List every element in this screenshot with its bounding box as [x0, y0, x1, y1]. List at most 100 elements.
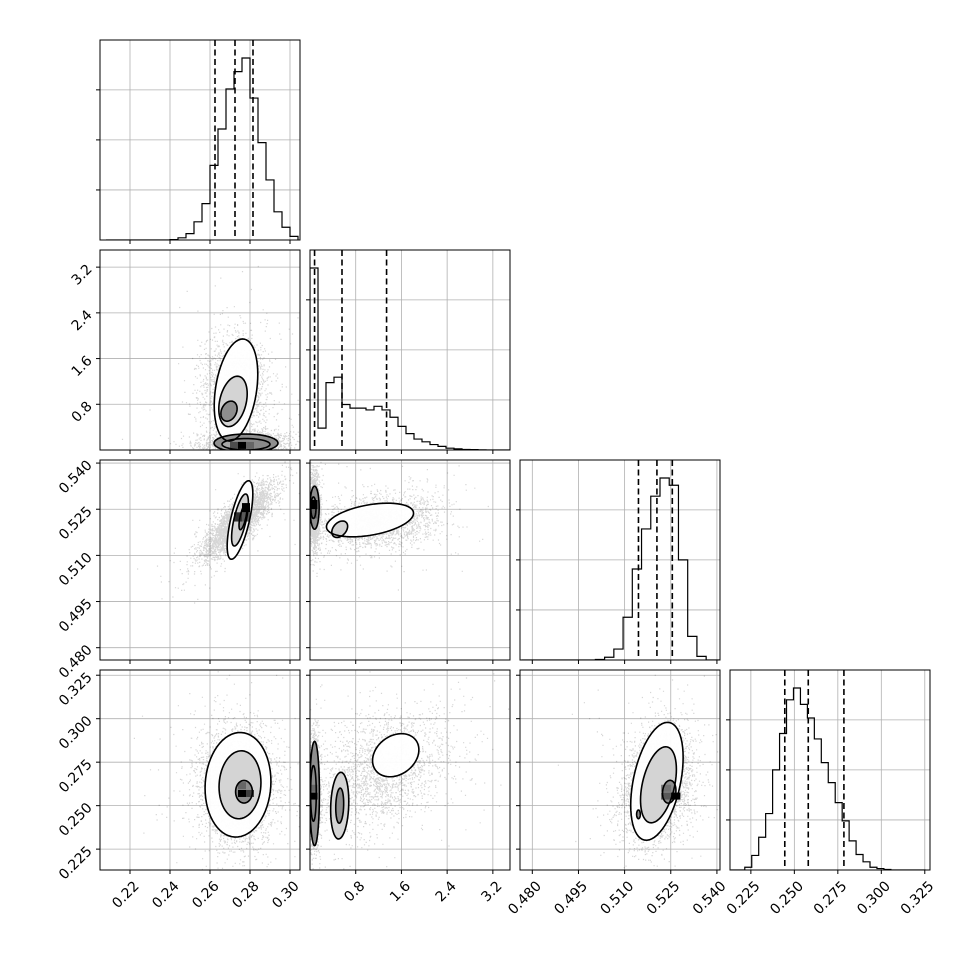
contour-line — [238, 503, 248, 531]
density-cell — [222, 441, 230, 449]
scatter-points — [133, 671, 300, 870]
scatter-points — [121, 265, 300, 450]
contour-line — [310, 496, 317, 520]
histogram-step-line — [521, 477, 720, 660]
pair-frame — [309, 669, 511, 871]
hist-panel-3 — [726, 669, 931, 874]
xtick-label: 0.495 — [551, 878, 591, 918]
ytick-label: 0.495 — [56, 596, 96, 636]
pair-panel-1-3 — [306, 669, 511, 874]
contour-line — [220, 400, 238, 422]
contour-line — [371, 732, 420, 778]
hist-frame — [309, 249, 511, 451]
xtick-label: 0.22 — [109, 878, 142, 911]
xtick-label: 0.510 — [598, 878, 638, 918]
hist-panel-0 — [96, 39, 301, 244]
xtick-label: 0.325 — [898, 878, 938, 918]
ytick-label: 0.250 — [56, 800, 96, 840]
pair-plot-area — [310, 670, 510, 870]
pair-frame — [99, 459, 301, 661]
pair-panel-0-3 — [96, 669, 301, 874]
xtick-label: 0.525 — [644, 878, 684, 918]
density-cell — [246, 441, 254, 449]
contour-line — [310, 764, 318, 823]
scatter-points — [137, 461, 300, 604]
pair-plot-area — [100, 460, 300, 660]
ytick-label: 0.300 — [56, 713, 96, 753]
xtick-label: 0.540 — [690, 878, 730, 918]
pair-plot-area — [100, 250, 300, 450]
contour-fill — [220, 401, 238, 422]
xtick-label: 0.8 — [341, 878, 368, 905]
pair-frame — [309, 459, 511, 661]
contour-line — [661, 779, 677, 804]
hist-panel-1 — [306, 249, 511, 454]
density-cell — [310, 500, 318, 510]
ytick-label: 0.510 — [56, 550, 96, 590]
pair-plot-area — [310, 460, 510, 660]
contour-line — [329, 771, 350, 840]
pair-panel-2-3 — [516, 669, 721, 874]
ytick-label: 2.4 — [69, 307, 96, 334]
density-cell — [234, 512, 242, 522]
ytick-label: 0.225 — [56, 843, 96, 883]
ytick-label: 0.275 — [56, 757, 96, 797]
density-cell — [310, 792, 318, 800]
pair-plot-area — [100, 670, 300, 870]
xtick-label: 0.24 — [149, 878, 182, 911]
density-cell — [661, 784, 672, 792]
contour-line — [639, 745, 678, 824]
histogram-step-line — [310, 267, 510, 450]
histogram-step-line — [106, 57, 299, 240]
density-cell — [310, 509, 318, 519]
contour-line — [213, 338, 259, 442]
contour-line — [310, 740, 321, 847]
xtick-label: 0.30 — [269, 878, 302, 911]
contour-line — [325, 502, 415, 538]
hist-frame — [99, 39, 301, 241]
density-cell — [242, 503, 250, 513]
xtick-label: 0.26 — [189, 878, 222, 911]
ytick-label: 0.8 — [69, 399, 96, 426]
xtick-label: 0.250 — [767, 878, 807, 918]
contour-line — [213, 433, 279, 450]
contour-line — [330, 520, 349, 539]
contour-line — [204, 731, 272, 838]
contour-line — [218, 750, 262, 820]
pair-plot-area — [520, 670, 720, 870]
ytick-label: 1.6 — [69, 353, 96, 380]
scatter-points — [310, 671, 510, 870]
density-cell — [238, 441, 246, 449]
ytick-label: 3.2 — [69, 261, 96, 288]
contour-line — [635, 809, 642, 820]
hist-frame — [519, 459, 721, 661]
contour-line — [310, 485, 320, 531]
xtick-label: 0.28 — [229, 878, 262, 911]
contour-line — [629, 721, 684, 842]
xtick-label: 0.275 — [811, 878, 851, 918]
density-cell — [230, 441, 238, 449]
pair-panel-1-2 — [306, 459, 511, 664]
contour-fill — [372, 733, 419, 777]
contour-line — [221, 437, 271, 450]
hist-panel-2 — [516, 459, 721, 664]
xtick-label: 3.2 — [478, 878, 505, 905]
contour-fill — [326, 503, 414, 537]
xtick-label: 1.6 — [387, 878, 414, 905]
contour-line — [230, 493, 250, 547]
hist-frame — [729, 669, 931, 871]
xtick-label: 0.480 — [505, 878, 545, 918]
pair-panel-0-1 — [96, 249, 301, 454]
pair-frame — [99, 669, 301, 871]
contour-line — [334, 787, 345, 824]
xtick-label: 0.225 — [724, 878, 764, 918]
density-cell — [246, 789, 254, 797]
contour-line — [217, 375, 249, 428]
contour-line — [234, 779, 254, 804]
pair-panel-0-2 — [96, 459, 301, 664]
xtick-label: 2.4 — [433, 878, 460, 905]
density-cell — [310, 784, 318, 792]
pair-frame — [99, 249, 301, 451]
contour-fill — [335, 788, 344, 824]
